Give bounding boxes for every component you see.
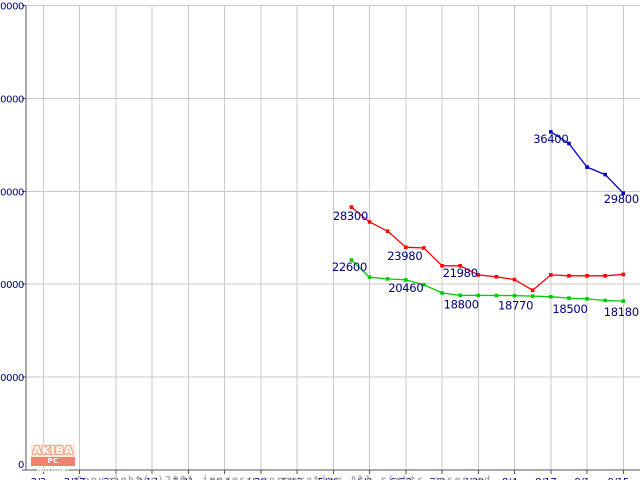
- green-price-line-value-label: 18770: [498, 299, 533, 313]
- green-price-line-marker: [367, 275, 372, 280]
- red-price-line-value-label: 28300: [333, 209, 368, 223]
- red-price-line-marker: [458, 264, 462, 268]
- green-price-line-marker: [422, 282, 426, 287]
- x-tick-label: 2/3: [31, 477, 46, 480]
- blue-price-line-marker: [621, 191, 626, 195]
- x-tick-label: 4/14: [209, 477, 230, 480]
- green-price-line-marker: [512, 293, 517, 298]
- red-price-line-marker: [530, 288, 535, 293]
- blue-price-line-value-label: 36400: [533, 132, 568, 146]
- green-price-line-marker: [404, 278, 408, 282]
- red-price-line-marker: [349, 205, 354, 209]
- y-tick-label: 10000: [0, 373, 24, 384]
- y-tick-label: 30000: [0, 187, 24, 198]
- red-price-line-marker: [567, 274, 571, 278]
- green-price-line-marker: [585, 297, 589, 301]
- red-price-line-marker: [404, 245, 408, 250]
- green-price-line-marker: [567, 296, 571, 300]
- x-tick-label: 2/17: [64, 477, 85, 480]
- blue-price-line-marker: [603, 172, 607, 177]
- green-price-line-value-label: 18800: [444, 297, 479, 311]
- green-price-line-value-label: 22600: [332, 260, 367, 274]
- green-price-line-marker: [458, 293, 462, 298]
- green-price-line-marker: [494, 293, 499, 298]
- green-price-line-marker: [440, 291, 444, 295]
- x-tick-label: 5/26: [318, 477, 339, 480]
- x-tick-label: 8/4: [502, 477, 517, 480]
- y-tick-label: 50000: [0, 2, 24, 13]
- green-price-line-marker: [530, 294, 535, 298]
- y-tick-label: 0: [18, 460, 24, 471]
- x-tick-label: 6/9: [357, 477, 372, 480]
- blue-price-line-marker: [585, 165, 589, 169]
- red-price-line-value-label: 21980: [443, 266, 478, 280]
- green-price-line-value-label: 18500: [552, 302, 587, 316]
- red-price-line-marker: [385, 229, 390, 234]
- red-price-line-marker: [512, 277, 517, 282]
- x-tick-label: 7/7: [429, 477, 444, 480]
- green-price-line-marker: [476, 293, 481, 298]
- blue-price-line-marker: [567, 141, 571, 146]
- red-price-line-marker: [549, 273, 553, 277]
- blue-price-line-marker: [549, 130, 553, 134]
- y-tick-label: 40000: [0, 94, 24, 105]
- red-price-line-marker: [367, 220, 372, 224]
- x-tick-label: 8/17: [535, 477, 556, 480]
- red-price-line-marker: [621, 272, 626, 277]
- x-tick-label: 6/23: [390, 477, 411, 480]
- red-price-line-marker: [585, 274, 589, 278]
- x-tick-label: 3/17: [136, 477, 157, 480]
- green-price-line-marker: [549, 294, 553, 299]
- green-price-line-marker: [621, 299, 626, 303]
- green-price-line-marker: [349, 258, 354, 262]
- red-price-line-value-label: 23980: [387, 249, 422, 263]
- red-price-line-marker: [440, 264, 444, 268]
- blue-price-line-value-label: 29800: [604, 192, 639, 206]
- y-tick-label: 20000: [0, 280, 24, 291]
- red-price-line: [350, 206, 624, 291]
- x-tick-label: 9/15: [608, 477, 629, 480]
- green-price-line-value-label: 18180: [604, 305, 639, 319]
- green-price-line-marker: [603, 298, 607, 303]
- red-price-line-marker: [494, 274, 499, 279]
- x-tick-label: 9/1: [574, 477, 589, 480]
- green-price-line-value-label: 20460: [388, 281, 423, 295]
- green-price-line-marker: [385, 277, 390, 281]
- x-tick-label: 3/3: [103, 477, 118, 480]
- x-tick-label: 7/20: [463, 477, 484, 480]
- x-tick-label: 4/28: [245, 477, 266, 480]
- red-price-line-marker: [603, 274, 607, 278]
- x-tick-label: 5/12: [281, 477, 302, 480]
- red-price-line-marker: [476, 273, 481, 277]
- x-tick-label: 3/31: [173, 477, 194, 480]
- green-price-line: [350, 259, 624, 302]
- red-price-line-marker: [422, 246, 426, 250]
